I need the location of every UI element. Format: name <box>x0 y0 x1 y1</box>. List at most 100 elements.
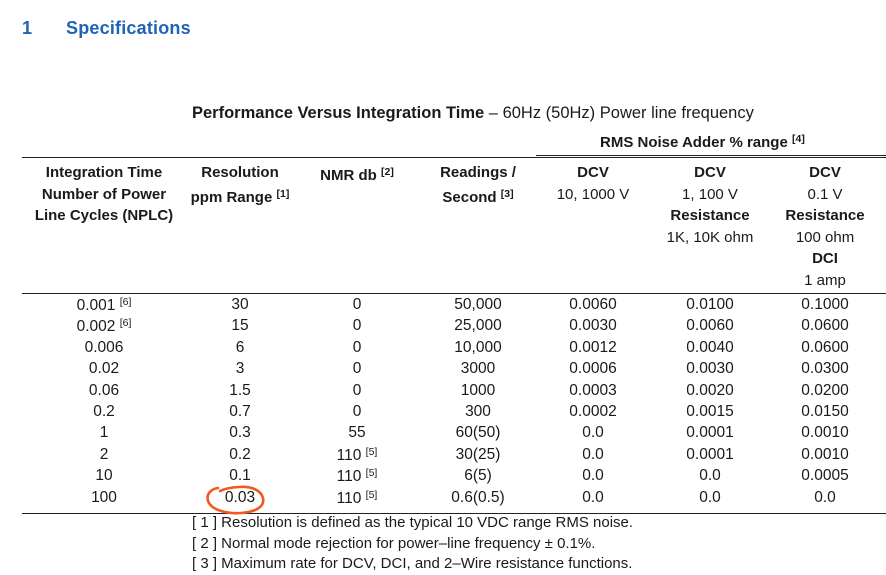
footnote-2: [ 2 ] Normal mode rejection for power–li… <box>192 534 596 552</box>
group-header-rule <box>536 155 886 156</box>
cell-dcv-01v: 0.0 <box>814 488 836 506</box>
cell-readings: 30(25) <box>455 445 501 463</box>
cell-dcv-1v: 0.0001 <box>686 424 734 442</box>
table-title: Performance Versus Integration Time – 60… <box>192 104 754 123</box>
section-title: Specifications <box>66 18 191 38</box>
column-header-dcv-01v: DCV 0.1 V Resistance 100 ohm DCI 1 amp <box>785 164 865 289</box>
cell-nmr: 55 <box>348 424 366 442</box>
cell-dcv-1v: 0.0 <box>699 488 721 506</box>
cell-nmr: 110 [5] <box>336 445 378 464</box>
cell-readings: 60(50) <box>455 424 501 442</box>
cell-dcv-10v: 0.0 <box>582 488 604 506</box>
footnote-3: [ 3 ] Maximum rate for DCV, DCI, and 2–W… <box>192 555 633 572</box>
cell-nmr: 0 <box>352 381 362 399</box>
cell-dcv-01v: 0.0300 <box>801 360 849 378</box>
cell-dcv-01v: 0.0150 <box>801 403 849 420</box>
cell-dcv-01v: 0.0600 <box>801 317 849 335</box>
cell-dcv-1v: 0.0040 <box>686 338 734 356</box>
cell-nmr: 110 [5] <box>336 467 378 486</box>
cell-nmr: 110 [5] <box>336 488 378 507</box>
cell-nmr: 0 <box>352 317 362 335</box>
cell-dcv-01v: 0.0005 <box>801 467 849 485</box>
cell-nmr: 0 <box>352 338 362 356</box>
table-row: 10 0.1 110 [5] 6(5) 0.0 0.0 0.0005 <box>0 467 886 488</box>
table-bottom-rule <box>22 513 886 514</box>
table-title-bold: Performance Versus Integration Time <box>192 104 485 122</box>
header-top-rule <box>22 157 886 158</box>
cell-dcv-01v: 0.0010 <box>801 424 849 442</box>
cell-dcv-1v: 0.0030 <box>686 360 734 378</box>
cell-nplc: 0.002 [6] <box>76 317 132 336</box>
table-row: 0.001 [6] 30 0 50,000 0.0060 0.0100 0.1000 <box>0 296 886 317</box>
cell-readings: 1000 <box>460 381 496 399</box>
cell-readings: 50,000 <box>454 296 502 313</box>
cell-nplc: 0.2 <box>93 403 115 420</box>
cell-readings: 3000 <box>460 360 496 378</box>
handwritten-circle-annotation <box>206 485 265 515</box>
cell-nplc: 100 <box>91 488 117 506</box>
table-row: 0.006 6 0 10,000 0.0012 0.0040 0.0600 <box>0 339 886 360</box>
cell-nmr: 0 <box>352 403 362 420</box>
cell-dcv-1v: 0.0001 <box>686 445 734 463</box>
table-row: 0.02 3 0 3000 0.0006 0.0030 0.0300 <box>0 360 886 381</box>
table-row: 0.2 0.7 0 300 0.0002 0.0015 0.0150 <box>0 403 886 424</box>
cell-dcv-01v: 0.0200 <box>801 381 849 399</box>
cell-resolution: 0.1 <box>229 467 251 485</box>
cell-nmr: 0 <box>352 360 362 378</box>
table-row: 1 0.3 55 60(50) 0.0 0.0001 0.0010 <box>0 424 886 445</box>
cell-nmr: 0 <box>352 296 362 313</box>
cell-dcv-10v: 0.0002 <box>569 403 617 420</box>
cell-dcv-10v: 0.0003 <box>569 381 617 399</box>
rms-noise-group-header: RMS Noise Adder % range [4] <box>600 133 805 151</box>
cell-resolution: 1.5 <box>229 381 251 399</box>
cell-nplc: 0.06 <box>88 381 120 399</box>
cell-readings: 25,000 <box>454 317 502 335</box>
cell-dcv-01v: 0.0600 <box>801 338 849 356</box>
table-row: 0.002 [6] 15 0 25,000 0.0030 0.0060 0.0600 <box>0 317 886 338</box>
cell-readings: 0.6(0.5) <box>451 488 505 506</box>
table-row: 0.06 1.5 0 1000 0.0003 0.0020 0.0200 <box>0 382 886 403</box>
cell-readings: 10,000 <box>454 338 502 356</box>
cell-resolution: 0.7 <box>229 403 251 420</box>
table-row: 2 0.2 110 [5] 30(25) 0.0 0.0001 0.0010 <box>0 446 886 467</box>
cell-dcv-10v: 0.0006 <box>569 360 617 378</box>
cell-dcv-10v: 0.0030 <box>569 317 617 335</box>
cell-dcv-1v: 0.0060 <box>686 317 734 335</box>
cell-nplc: 10 <box>95 467 113 485</box>
cell-resolution: 3 <box>235 360 245 378</box>
cell-dcv-10v: 0.0012 <box>569 338 617 356</box>
table-title-rest: – 60Hz (50Hz) Power line frequency <box>484 104 754 122</box>
cell-dcv-10v: 0.0 <box>582 445 604 463</box>
section-number: 1 <box>22 18 33 38</box>
cell-dcv-1v: 0.0015 <box>686 403 734 420</box>
cell-dcv-10v: 0.0 <box>582 467 604 485</box>
footnote-1: [ 1 ] Resolution is defined as the typic… <box>192 514 634 531</box>
column-header-nmr: NMR db [2] <box>320 166 394 184</box>
cell-resolution: 6 <box>235 338 245 356</box>
cell-dcv-1v: 0.0020 <box>686 381 734 399</box>
cell-nplc: 0.001 [6] <box>76 296 132 314</box>
cell-nplc: 1 <box>99 424 109 442</box>
column-header-resolution: Resolution ppm Range [1] <box>190 164 290 206</box>
cell-dcv-01v: 0.0010 <box>801 445 849 463</box>
cell-resolution: 0.3 <box>229 424 251 442</box>
cell-dcv-1v: 0.0 <box>699 467 721 485</box>
cell-dcv-1v: 0.0100 <box>686 296 734 313</box>
cell-nplc: 0.006 <box>84 338 124 356</box>
cell-resolution: 0.03 <box>224 488 256 506</box>
cell-resolution: 30 <box>231 296 249 313</box>
cell-nplc: 2 <box>99 445 109 463</box>
column-header-dcv-10v: DCV 10, 1000 V <box>556 164 630 203</box>
cell-readings: 300 <box>465 403 491 420</box>
cell-dcv-01v: 0.1000 <box>801 296 849 313</box>
cell-dcv-10v: 0.0 <box>582 424 604 442</box>
header-bottom-rule <box>22 293 886 294</box>
column-header-dcv-1v: DCV 1, 100 V Resistance 1K, 10K ohm <box>666 164 754 246</box>
cell-dcv-10v: 0.0060 <box>569 296 617 313</box>
footnotes: [ 1 ] Resolution is defined as the typic… <box>192 513 633 575</box>
cell-readings: 6(5) <box>464 467 492 485</box>
cell-resolution: 0.2 <box>229 445 251 463</box>
table-row: 100 0.03 110 [5] 0.6(0.5) 0.0 0.0 0.0 <box>0 489 886 510</box>
cell-resolution: 15 <box>231 317 249 335</box>
column-header-readings: Readings / Second [3] <box>440 164 516 206</box>
